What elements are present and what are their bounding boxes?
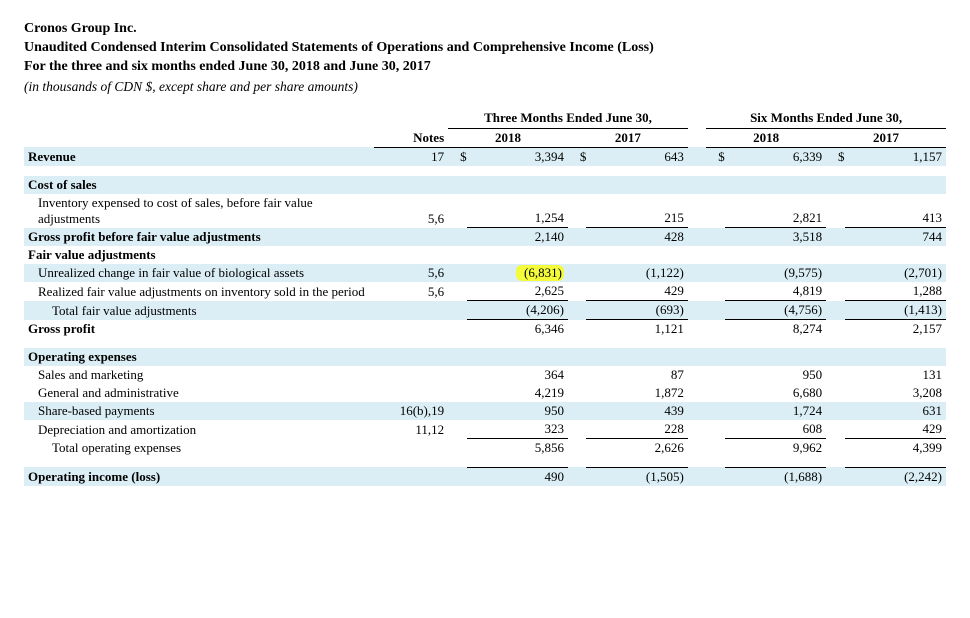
notes-header: Notes (374, 128, 448, 147)
row-unrealized: Unrealized change in fair value of biolo… (24, 264, 946, 282)
row-op-income: Operating income (loss) 490 (1,505) (1,6… (24, 467, 946, 486)
label-total-opex: Total operating expenses (24, 439, 374, 458)
label-revenue: Revenue (24, 147, 374, 166)
label-da: Depreciation and amortization (24, 420, 374, 439)
period-group-row: Three Months Ended June 30, Six Months E… (24, 109, 946, 129)
statement-title: Unaudited Condensed Interim Consolidated… (24, 39, 946, 58)
label-total-fv: Total fair value adjustments (24, 301, 374, 320)
label-fv-hdr: Fair value adjustments (24, 246, 374, 264)
row-fv-hdr: Fair value adjustments (24, 246, 946, 264)
row-total-fv: Total fair value adjustments (4,206) (69… (24, 301, 946, 320)
row-da: Depreciation and amortization 11,12 323 … (24, 420, 946, 439)
period-group-1: Three Months Ended June 30, (448, 109, 688, 129)
col-year-2018-6m: 2018 (706, 128, 826, 147)
company-name: Cronos Group Inc. (24, 20, 946, 39)
label-cost-of-sales: Cost of sales (24, 176, 374, 194)
row-realized: Realized fair value adjustments on inven… (24, 282, 946, 301)
label-gross-profit: Gross profit (24, 320, 374, 339)
row-sales-mkt: Sales and marketing 364 87 950 131 (24, 366, 946, 384)
row-opex-hdr: Operating expenses (24, 348, 946, 366)
row-total-opex: Total operating expenses 5,856 2,626 9,9… (24, 439, 946, 458)
row-inv-expensed: Inventory expensed to cost of sales, bef… (24, 194, 946, 228)
row-sbp: Share-based payments 16(b),19 950 439 1,… (24, 402, 946, 420)
period-line: For the three and six months ended June … (24, 58, 946, 77)
label-unrealized: Unrealized change in fair value of biolo… (24, 264, 374, 282)
period-group-2: Six Months Ended June 30, (706, 109, 946, 129)
label-gp-before-fv: Gross profit before fair value adjustmen… (24, 228, 374, 247)
label-sales-mkt: Sales and marketing (24, 366, 374, 384)
row-gross-profit: Gross profit 6,346 1,121 8,274 2,157 (24, 320, 946, 339)
column-year-row: Notes 2018 2017 2018 2017 (24, 128, 946, 147)
highlight-cell: (6,831) (516, 265, 564, 281)
label-sbp: Share-based payments (24, 402, 374, 420)
label-opex-hdr: Operating expenses (24, 348, 374, 366)
col-year-2018-3m: 2018 (448, 128, 568, 147)
label-ga: General and administrative (24, 384, 374, 402)
col-year-2017-3m: 2017 (568, 128, 688, 147)
financial-table: Three Months Ended June 30, Six Months E… (24, 109, 946, 486)
col-year-2017-6m: 2017 (826, 128, 946, 147)
row-revenue: Revenue 17 $3,394 $643 $6,339 $1,157 (24, 147, 946, 166)
label-op-income: Operating income (loss) (24, 467, 374, 486)
units-note: (in thousands of CDN $, except share and… (24, 79, 946, 95)
label-inv-expensed: Inventory expensed to cost of sales, bef… (24, 194, 374, 228)
statement-header: Cronos Group Inc. Unaudited Condensed In… (24, 20, 946, 95)
notes-revenue: 17 (374, 147, 448, 166)
row-cost-of-sales-hdr: Cost of sales (24, 176, 946, 194)
row-ga: General and administrative 4,219 1,872 6… (24, 384, 946, 402)
row-gp-before-fv: Gross profit before fair value adjustmen… (24, 228, 946, 247)
label-realized: Realized fair value adjustments on inven… (24, 282, 374, 301)
